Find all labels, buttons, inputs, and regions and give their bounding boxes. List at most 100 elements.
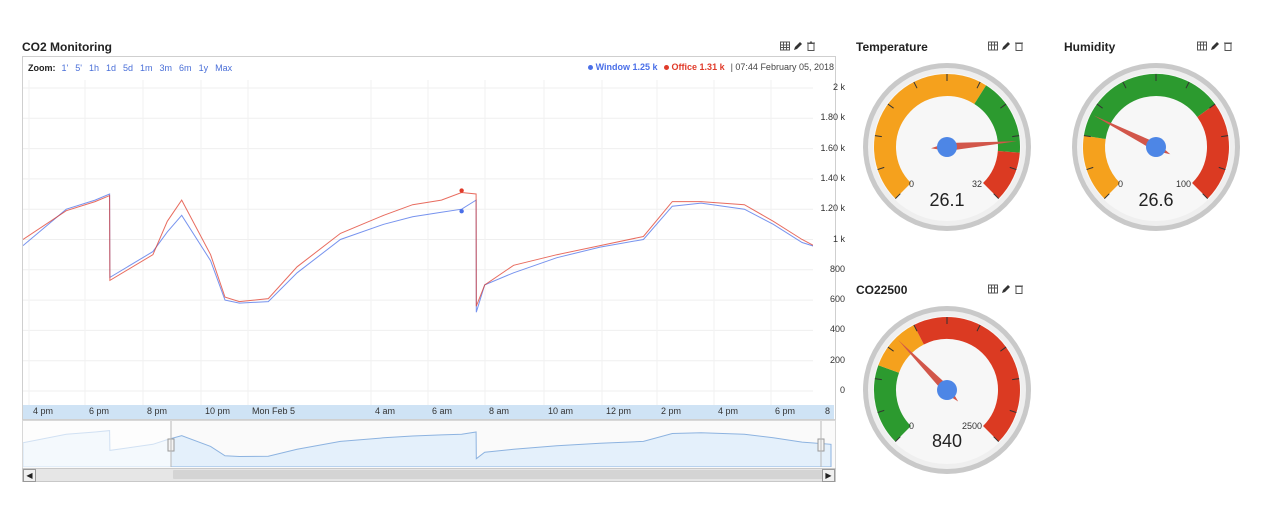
temperature-gauge-tick <box>874 135 882 138</box>
zoom-option-3[interactable]: 1d <box>105 63 116 73</box>
y-tick-label: 1.60 k <box>820 142 845 153</box>
temperature-gauge-tick <box>1000 103 1007 109</box>
y-tick-label: 1 k <box>832 233 845 244</box>
temperature-gauge-tick <box>993 193 999 199</box>
hover-marker-office <box>459 188 464 193</box>
x-tick-label: 8 <box>825 406 831 416</box>
scrollbar[interactable]: ◀ ▶ <box>22 468 836 482</box>
y-tick-label: 600 <box>829 294 845 305</box>
y-tick-label: 0 <box>839 385 845 395</box>
legend-office-dot <box>663 64 669 70</box>
legend-timestamp: | 07:44 February 05, 2018 <box>730 62 834 72</box>
humidity-widget-title: Humidity <box>1064 40 1116 54</box>
humidity-gauge-min: 0 <box>1118 179 1124 189</box>
legend-window[interactable]: Window 1.25 k <box>587 62 658 72</box>
pencil-icon[interactable] <box>1210 41 1220 51</box>
hover-marker-window <box>459 209 464 214</box>
co22500-gauge-band-2 <box>913 317 1020 442</box>
zoom-option-0[interactable]: 1' <box>61 63 69 73</box>
humidity-gauge-tick <box>1221 135 1229 138</box>
temperature-widget-tools <box>988 41 1024 51</box>
series-line-window[interactable] <box>23 193 813 313</box>
y-tick-label: 1.40 k <box>820 172 845 183</box>
legend-window-dot <box>587 64 593 70</box>
co22500-gauge-tick <box>887 346 894 352</box>
table-icon[interactable] <box>988 41 998 51</box>
humidity-gauge-tick <box>1185 81 1190 89</box>
co22500-gauge-min: 0 <box>909 421 915 431</box>
co22500-gauge-band-1 <box>878 324 925 374</box>
x-tick-label: 4 pm <box>33 406 54 416</box>
humidity-gauge-tick <box>1218 166 1226 171</box>
temperature-gauge-min: 0 <box>909 179 915 189</box>
legend-window-label: Window 1.25 k <box>595 62 658 72</box>
zoom-option-5[interactable]: 1m <box>140 63 153 73</box>
trash-icon[interactable] <box>1223 41 1233 51</box>
co2-chart-frame <box>22 56 836 420</box>
co2-widget-title: CO2 Monitoring <box>22 40 112 54</box>
temperature-gauge-tick <box>1009 166 1017 171</box>
humidity-gauge-tick <box>1209 103 1216 109</box>
pencil-icon[interactable] <box>793 41 803 51</box>
co22500-gauge-tick <box>993 436 999 442</box>
co22500-gauge-tick <box>1012 378 1020 381</box>
co22500-gauge-band-0 <box>874 365 912 442</box>
zoom-option-2[interactable]: 1h <box>88 63 99 73</box>
zoom-option-7[interactable]: 6m <box>179 63 192 73</box>
zoom-label: Zoom: <box>28 63 56 73</box>
y-tick-label: 200 <box>829 354 845 365</box>
y-tick-label: 800 <box>829 263 845 274</box>
temperature-gauge-band-2 <box>982 150 1020 199</box>
co22500-widget-title: CO22500 <box>856 283 908 297</box>
x-tick-label: Mon Feb 5 <box>252 406 296 416</box>
x-tick-label: 10 am <box>548 406 574 416</box>
co22500-gauge-tick <box>877 409 885 414</box>
table-icon[interactable] <box>1197 41 1207 51</box>
co2-widget-tools <box>780 41 816 51</box>
legend-office[interactable]: Office 1.31 k <box>663 62 725 72</box>
x-tick-label: 12 pm <box>606 406 632 416</box>
scroll-thumb[interactable] <box>173 470 823 479</box>
temperature-widget-title: Temperature <box>856 40 928 54</box>
humidity-gauge-tick <box>1104 193 1110 199</box>
humidity-gauge-band-2 <box>1191 104 1229 199</box>
table-icon[interactable] <box>988 284 998 294</box>
zoom-option-8[interactable]: 1y <box>198 63 209 73</box>
humidity-gauge-max: 100 <box>1176 179 1192 189</box>
co22500-gauge-max: 2500 <box>962 421 983 431</box>
table-icon[interactable] <box>780 41 790 51</box>
x-tick-label: 8 pm <box>147 406 168 416</box>
pencil-icon[interactable] <box>1001 284 1011 294</box>
co22500-gauge-tick <box>1009 409 1017 414</box>
series-line-office[interactable] <box>23 191 813 307</box>
pencil-icon[interactable] <box>1001 41 1011 51</box>
co22500-gauge-tick <box>976 324 981 332</box>
zoom-bar: Zoom: 1' 5' 1h 1d 5d 1m 3m 6m 1y Max <box>28 63 232 73</box>
humidity-gauge-tick <box>1202 193 1208 199</box>
scroll-right-button[interactable]: ▶ <box>822 469 835 482</box>
co2-line-chart[interactable] <box>23 80 813 405</box>
x-tick-label: 4 am <box>375 406 396 416</box>
navigator-series[interactable] <box>23 421 833 467</box>
temperature-gauge-band-1 <box>973 85 1020 153</box>
humidity-gauge-value: 26.6 <box>1138 190 1174 210</box>
zoom-option-1[interactable]: 5' <box>75 63 82 73</box>
zoom-option-4[interactable]: 5d <box>123 63 134 73</box>
co22500-gauge-tick <box>895 436 901 442</box>
temperature-gauge-tick <box>887 103 894 109</box>
trash-icon[interactable] <box>806 41 816 51</box>
trash-icon[interactable] <box>1014 284 1024 294</box>
x-tick-label: 2 pm <box>661 406 682 416</box>
scroll-left-button[interactable]: ◀ <box>23 469 36 482</box>
x-tick-label: 4 pm <box>718 406 739 416</box>
zoom-option-9[interactable]: Max <box>215 63 233 73</box>
y-tick-label: 2 k <box>832 82 845 92</box>
legend-office-label: Office 1.31 k <box>671 62 725 72</box>
temperature-gauge-hub <box>937 137 957 157</box>
humidity-gauge-tick <box>1083 135 1091 138</box>
humidity-widget-tools <box>1197 41 1233 51</box>
zoom-option-6[interactable]: 3m <box>159 63 173 73</box>
x-tick-label: 8 am <box>489 406 510 416</box>
y-tick-label: 400 <box>829 324 845 335</box>
trash-icon[interactable] <box>1014 41 1024 51</box>
